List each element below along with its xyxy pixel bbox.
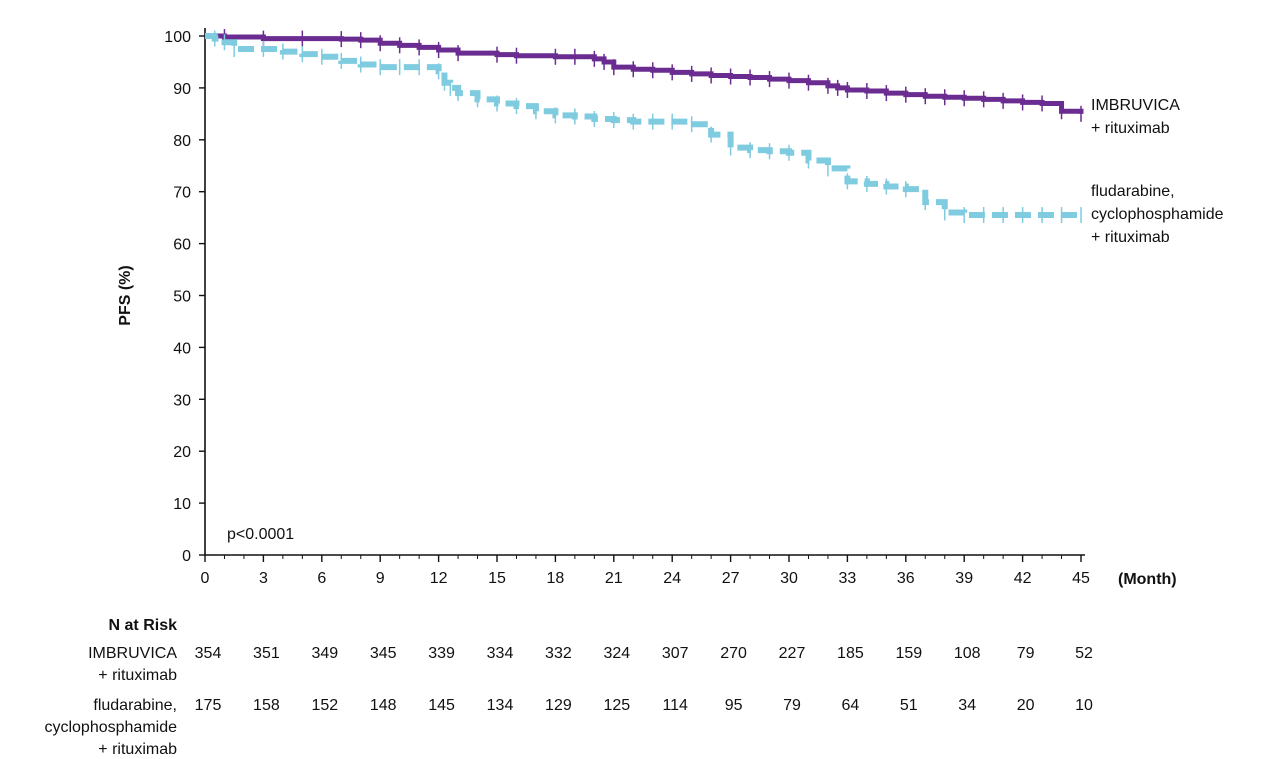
x-tick-label: 21 [605,570,623,587]
x-tick-label: 9 [376,570,385,587]
series-label: IMBRUVICA [1091,97,1180,114]
y-tick-label: 50 [173,289,191,306]
labels-layer: PFS (%) (Month) p<0.0001 [117,265,1177,588]
at-risk-value: 145 [428,697,455,714]
at-risk-value: 351 [253,645,280,662]
at-risk-row: IMBRUVICA + rituximab 354 351 349 345 339 334 33… [88,645,1093,684]
at-risk-value: 20 [1017,697,1035,714]
y-tick-label: 70 [173,185,191,202]
y-tick-label: 40 [173,340,191,357]
y-tick-label: 0 [182,548,191,565]
at-risk-value: 159 [895,645,922,662]
at-risk-value: 345 [370,645,397,662]
x-tick-label: 3 [259,570,268,587]
series-line [205,33,1081,219]
at-risk-value: 334 [487,645,514,662]
y-tick-label: 10 [173,496,191,513]
at-risk-value: 114 [662,697,688,714]
at-risk-value: 307 [662,645,689,662]
x-tick-label: 0 [201,570,210,587]
at-risk-value: 51 [900,697,918,714]
y-tick-label: 100 [164,29,191,46]
at-risk-row-label: cyclophosphamide [44,719,177,736]
x-tick-label: 24 [663,570,681,587]
x-tick-label: 45 [1072,570,1090,587]
at-risk-table: N at Risk IMBRUVICA + rituximab 354 351 349 3… [44,617,1093,758]
at-risk-value: 64 [842,697,860,714]
x-tick-label: 33 [839,570,857,587]
series-layer: IMBRUVICA + rituximab fludarabine, cyclopho… [205,29,1224,246]
at-risk-value: 152 [311,697,338,714]
at-risk-value: 125 [603,697,630,714]
at-risk-value: 332 [545,645,572,662]
series-line [205,33,1084,114]
p-value-annotation: p<0.0001 [227,526,294,543]
x-tick-label: 18 [547,570,565,587]
at-risk-row-label: IMBRUVICA [88,645,177,662]
y-tick-label: 60 [173,237,191,254]
at-risk-value: 79 [1017,645,1035,662]
at-risk-value: 52 [1075,645,1093,662]
at-risk-row: fludarabine, cyclophosphamide + rituximab 1… [44,697,1093,758]
x-tick-label: 6 [317,570,326,587]
at-risk-value: 79 [783,697,801,714]
x-axis-label: (Month) [1118,571,1177,588]
x-tick-label: 39 [955,570,973,587]
at-risk-value: 134 [487,697,514,714]
at-risk-value: 34 [958,697,976,714]
x-tick-label: 27 [722,570,740,587]
y-axis-label: PFS (%) [117,265,134,325]
at-risk-row-label: + rituximab [98,667,177,684]
at-risk-value: 270 [720,645,747,662]
x-tick-label: 15 [488,570,506,587]
y-tick-label: 90 [173,81,191,98]
at-risk-value: 185 [837,645,864,662]
x-tick-label: 36 [897,570,915,587]
at-risk-row-label: fludarabine, [93,697,177,714]
y-tick-label: 20 [173,444,191,461]
at-risk-heading: N at Risk [109,617,178,634]
at-risk-value: 10 [1075,697,1093,714]
at-risk-value: 95 [725,697,743,714]
at-risk-value: 339 [428,645,455,662]
at-risk-value: 324 [603,645,630,662]
at-risk-value: 354 [195,645,222,662]
at-risk-value: 129 [545,697,572,714]
series-label: + rituximab [1091,229,1170,246]
series-label: fludarabine, [1091,183,1175,200]
at-risk-value: 108 [954,645,981,662]
at-risk-value: 148 [370,697,397,714]
at-risk-value: 227 [779,645,806,662]
x-tick-label: 30 [780,570,798,587]
at-risk-row-label: + rituximab [98,741,177,758]
x-tick-label: 12 [430,570,448,587]
series-imbruvica-rituximab: IMBRUVICA + rituximab [205,29,1180,137]
at-risk-value: 175 [195,697,222,714]
series-label: + rituximab [1091,120,1170,137]
at-risk-value: 349 [311,645,338,662]
x-tick-label: 42 [1014,570,1032,587]
at-risk-value: 158 [253,697,280,714]
series-fcr: fludarabine, cyclophosphamide + rituximab [205,30,1224,246]
series-label: cyclophosphamide [1091,206,1224,223]
y-tick-label: 80 [173,133,191,150]
y-tick-label: 30 [173,392,191,409]
